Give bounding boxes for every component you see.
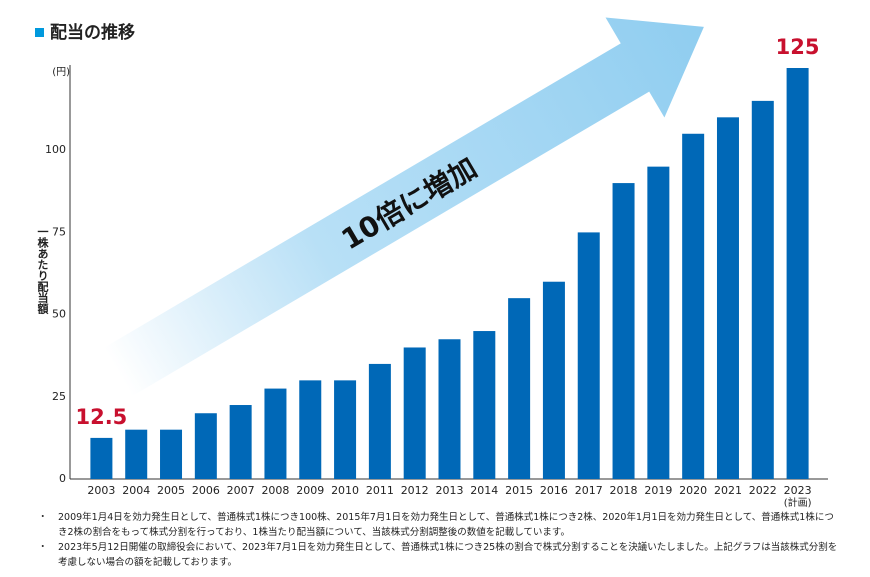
x-tick-label: 2020 bbox=[679, 484, 707, 497]
bar bbox=[368, 363, 391, 479]
x-tick-label: 2016 bbox=[540, 484, 568, 497]
bar bbox=[299, 380, 322, 479]
x-tick-label: 2019 bbox=[644, 484, 672, 497]
x-tick-label: 2009 bbox=[296, 484, 324, 497]
bar bbox=[229, 405, 252, 479]
bar bbox=[577, 232, 600, 479]
x-tick-label: 2008 bbox=[261, 484, 289, 497]
x-tick-label: 2023 bbox=[784, 484, 812, 497]
x-tick-label: 2004 bbox=[122, 484, 150, 497]
bar bbox=[473, 331, 496, 479]
bar bbox=[682, 133, 705, 479]
value-label: 12.5 bbox=[75, 405, 127, 429]
bar bbox=[334, 380, 357, 479]
footnote: ・ 2009年1月4日を効力発生日として、普通株式1株につき100株、2015年7… bbox=[38, 510, 838, 540]
y-unit: (円) bbox=[52, 67, 70, 78]
x-tick-label: 2005 bbox=[157, 484, 185, 497]
x-tick-label: 2011 bbox=[366, 484, 394, 497]
x-tick-note: (計画) bbox=[784, 496, 812, 509]
title-marker bbox=[35, 28, 44, 37]
x-tick-label: 2014 bbox=[470, 484, 498, 497]
y-tick-label: 75 bbox=[52, 225, 66, 238]
bar bbox=[716, 117, 739, 479]
bar bbox=[438, 339, 461, 479]
chart-title: 配当の推移 bbox=[50, 22, 135, 43]
x-tick-label: 2003 bbox=[87, 484, 115, 497]
x-tick-label: 2017 bbox=[575, 484, 603, 497]
y-tick-label: 0 bbox=[59, 472, 66, 485]
growth-arrow bbox=[103, 17, 704, 397]
footnote: ・ 2023年5月12日開催の取締役会において、2023年7月1日を効力発生日とし… bbox=[38, 542, 838, 568]
x-tick-label: 2015 bbox=[505, 484, 533, 497]
bar bbox=[751, 100, 774, 479]
footnote-text: 2023年5月12日開催の取締役会において、2023年7月1日を効力発生日として… bbox=[58, 542, 838, 568]
bar bbox=[125, 429, 148, 479]
bar bbox=[264, 388, 287, 479]
x-tick-label: 2018 bbox=[610, 484, 638, 497]
bar bbox=[90, 437, 113, 479]
chart: 配当の推移 (円) 一株あたり配当額 10倍に増加 02550751002003… bbox=[35, 17, 828, 509]
bar bbox=[647, 166, 670, 479]
y-tick-label: 100 bbox=[45, 143, 66, 156]
bar bbox=[194, 413, 217, 479]
x-tick-label: 2021 bbox=[714, 484, 742, 497]
bar bbox=[160, 429, 183, 479]
y-tick-label: 25 bbox=[52, 390, 66, 403]
value-label: 125 bbox=[776, 35, 820, 59]
bar bbox=[612, 183, 635, 479]
x-tick-label: 2006 bbox=[192, 484, 220, 497]
bar bbox=[786, 68, 809, 479]
x-tick-label: 2007 bbox=[227, 484, 255, 497]
footnotes: ・ 2009年1月4日を効力発生日として、普通株式1株につき100株、2015年7… bbox=[38, 510, 838, 570]
x-tick-label: 2022 bbox=[749, 484, 777, 497]
y-tick-label: 50 bbox=[52, 308, 66, 321]
x-tick-label: 2013 bbox=[436, 484, 464, 497]
bar bbox=[508, 298, 531, 479]
y-axis-label: 一株あたり配当額 bbox=[36, 226, 50, 315]
bar bbox=[403, 347, 426, 479]
x-tick-label: 2010 bbox=[331, 484, 359, 497]
footnote-text: 2009年1月4日を効力発生日として、普通株式1株につき100株、2015年7月… bbox=[58, 512, 834, 538]
bar bbox=[542, 281, 565, 479]
x-tick-label: 2012 bbox=[401, 484, 429, 497]
